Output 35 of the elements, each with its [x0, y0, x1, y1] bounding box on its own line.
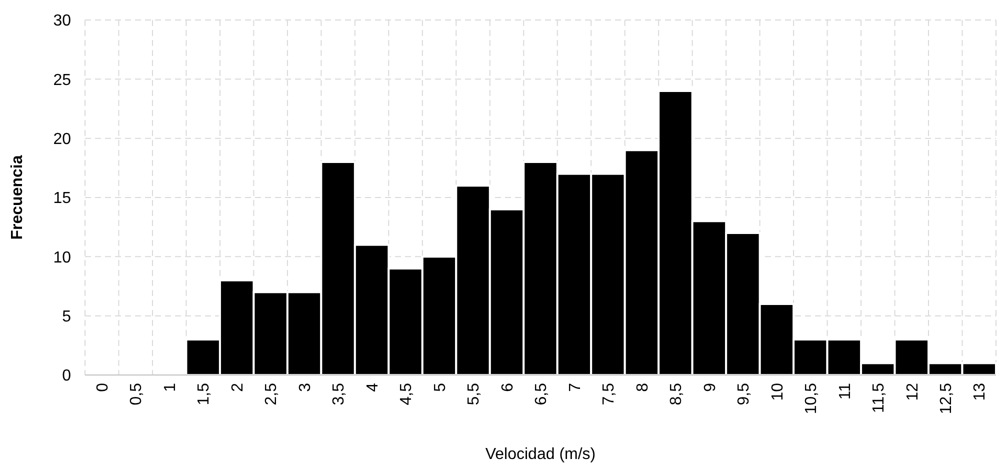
x-tick-label: 1	[162, 382, 179, 392]
y-tick-label: 10	[53, 249, 72, 266]
x-tick-label: 3	[296, 382, 314, 392]
y-tick-label: 20	[53, 130, 72, 148]
y-tick-label: 15	[53, 190, 72, 208]
x-tick-label: 11	[836, 382, 854, 400]
x-tick-label: 0	[94, 382, 112, 392]
y-tick-label: 25	[53, 72, 72, 89]
x-tick-label: 7	[566, 382, 584, 392]
x-tick-label: 0,5	[128, 382, 146, 406]
x-tick-label: 6,5	[533, 382, 550, 406]
x-tick-label: 5	[432, 382, 449, 392]
x-tick-label: 3,5	[330, 382, 348, 406]
x-tick-label: 1,5	[196, 382, 213, 406]
x-tick-label: 9	[702, 382, 719, 392]
x-tick-label: 12,5	[938, 382, 955, 414]
x-tick-label: 11,5	[870, 382, 888, 413]
y-axis-title: Frecuencia	[9, 155, 26, 240]
y-tick-label: 30	[53, 12, 72, 30]
x-tick-label: 13	[972, 382, 989, 401]
x-tick-label: 10,5	[803, 382, 820, 414]
x-tick-label: 10	[769, 382, 786, 401]
x-tick-label: 7,5	[600, 382, 618, 406]
x-tick-label: 4	[364, 382, 382, 392]
x-tick-label: 9,5	[736, 382, 753, 406]
x-tick-label: 2,5	[263, 382, 280, 406]
x-tick-label: 8	[634, 382, 652, 392]
x-tick-label: 6	[499, 382, 516, 392]
x-axis-title: Velocidad (m/s)	[485, 446, 596, 463]
x-tick-label: 8,5	[668, 382, 686, 406]
x-tick-label: 12	[904, 382, 922, 401]
x-tick-label: 2	[229, 382, 246, 392]
y-tick-label: 5	[62, 308, 72, 326]
x-tick-label: 4,5	[398, 382, 416, 406]
x-tick-label: 5,5	[466, 382, 483, 406]
